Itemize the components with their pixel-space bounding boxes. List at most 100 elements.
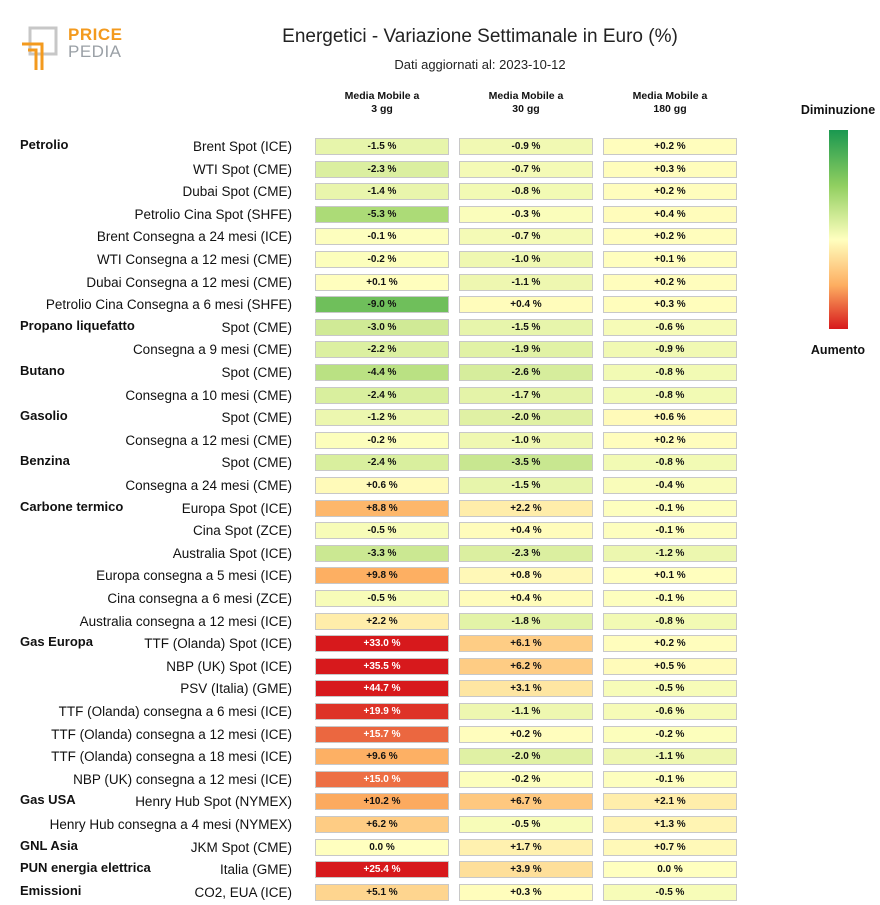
- heatmap-cell: -0.1 %: [603, 522, 737, 540]
- chart-title: Energetici - Variazione Settimanale in E…: [282, 26, 678, 47]
- group-label: Propano liquefatto: [20, 317, 135, 333]
- heatmap-cell: -2.3 %: [459, 544, 593, 562]
- heatmap-cell: -0.7 %: [459, 228, 593, 246]
- group-label: Petrolio: [20, 137, 69, 152]
- row-label: Spot (CME): [221, 410, 292, 426]
- row-label: PSV (Italia) (GME): [180, 681, 292, 697]
- heatmap-cell: +0.2 %: [603, 228, 737, 246]
- heatmap-cell: +0.3 %: [603, 160, 737, 178]
- row-label: Cina consegna a 6 mesi (ZCE): [107, 591, 292, 606]
- heatmap-cell: -0.8 %: [459, 183, 593, 201]
- heatmap-cell: -3.3 %: [315, 544, 449, 562]
- group-label: Gas USA: [20, 792, 76, 808]
- heatmap-cell: +0.4 %: [603, 205, 737, 223]
- heatmap-cell: -0.8 %: [603, 612, 737, 630]
- row-label: Spot (CME): [221, 455, 292, 471]
- heatmap-cell: -4.4 %: [315, 364, 449, 381]
- heatmap-cell: +6.7 %: [459, 793, 593, 811]
- heatmap-cell: +0.6 %: [315, 477, 449, 494]
- row-label: Henry Hub consegna a 4 mesi (NYMEX): [49, 817, 292, 832]
- heatmap-cell: -1.4 %: [315, 183, 449, 201]
- heatmap-cell: -0.1 %: [603, 590, 737, 607]
- heatmap-cell: -1.5 %: [459, 477, 593, 494]
- heatmap-cell: +0.2 %: [603, 431, 737, 449]
- heatmap-cell: -0.8 %: [603, 386, 737, 404]
- heatmap-cell: +2.1 %: [603, 793, 737, 811]
- heatmap-cell: +2.2 %: [459, 499, 593, 517]
- heatmap-cell: +15.7 %: [315, 725, 449, 743]
- heatmap-cell: -2.6 %: [459, 364, 593, 381]
- heatmap-cell: -0.5 %: [315, 590, 449, 607]
- heatmap-cell: 0.0 %: [315, 838, 449, 856]
- heatmap-cell: -0.8 %: [603, 454, 737, 472]
- heatmap-cell: +0.1 %: [603, 251, 737, 268]
- group-label: Gas Europa: [20, 634, 93, 650]
- heatmap-cell: -0.5 %: [603, 883, 737, 901]
- row-label: NBP (UK) consegna a 12 mesi (ICE): [73, 771, 292, 787]
- heatmap-cell: -1.1 %: [603, 748, 737, 766]
- heatmap-cell: -2.3 %: [315, 160, 449, 178]
- heatmap-cell: +0.4 %: [459, 296, 593, 314]
- heatmap-cell: +0.6 %: [603, 409, 737, 427]
- row-label: TTF (Olanda) consegna a 12 mesi (ICE): [51, 726, 292, 742]
- heatmap-cell: +33.0 %: [315, 635, 449, 653]
- row-label: Consegna a 24 mesi (CME): [125, 478, 292, 493]
- heatmap-cell: +1.7 %: [459, 838, 593, 856]
- heatmap-cell: -1.5 %: [459, 318, 593, 336]
- row-label: Consegna a 10 mesi (CME): [125, 387, 292, 403]
- chart-subtitle: Dati aggiornati al: 2023-10-12: [394, 57, 566, 72]
- heatmap-cell: +5.1 %: [315, 883, 449, 901]
- heatmap-cell: +8.8 %: [315, 499, 449, 517]
- row-label: Brent Consegna a 24 mesi (ICE): [96, 229, 292, 245]
- column-header-3: Media Mobile a 180 gg: [632, 90, 708, 115]
- heatmap-cell: -0.8 %: [603, 364, 737, 381]
- heatmap-cell: +19.9 %: [315, 703, 449, 720]
- heatmap-cell: -0.7 %: [459, 160, 593, 178]
- row-label: Europa Spot (ICE): [181, 500, 292, 516]
- heatmap-cell: +9.6 %: [315, 748, 449, 766]
- group-label: PUN energia elettrica: [20, 860, 151, 876]
- heatmap-cell: +35.5 %: [315, 657, 449, 675]
- row-label: Europa consegna a 5 mesi (ICE): [96, 568, 292, 584]
- group-label: Butano: [20, 363, 65, 378]
- heatmap-cell: -0.2 %: [315, 431, 449, 449]
- heatmap-cell: -0.2 %: [603, 725, 737, 743]
- heatmap-cell: +9.8 %: [315, 567, 449, 585]
- heatmap-cell: -0.5 %: [603, 680, 737, 698]
- heatmap-cell: +0.3 %: [459, 883, 593, 901]
- legend-bottom-label: Aumento: [810, 343, 866, 357]
- heatmap-cell: -5.3 %: [315, 205, 449, 223]
- heatmap-cell: -0.2 %: [315, 251, 449, 268]
- heatmap-cell: +0.2 %: [603, 273, 737, 291]
- heatmap-cell: -1.0 %: [459, 251, 593, 268]
- heatmap-cell: -1.2 %: [603, 544, 737, 562]
- group-label: Gasolio: [20, 408, 68, 424]
- heatmap-cell: -2.0 %: [459, 748, 593, 766]
- heatmap-cell: +3.1 %: [459, 680, 593, 698]
- heatmap-cell: -3.5 %: [459, 454, 593, 472]
- group-label: GNL Asia: [20, 837, 78, 853]
- logo-wordmark: PRICE PEDIA: [68, 26, 122, 60]
- group-label: Benzina: [20, 453, 70, 469]
- heatmap-cell: +3.9 %: [459, 861, 593, 879]
- row-label: Henry Hub Spot (NYMEX): [135, 794, 292, 810]
- heatmap-cell: +0.2 %: [603, 635, 737, 653]
- heatmap-cell: -0.1 %: [603, 770, 737, 788]
- heatmap-cell: +0.1 %: [315, 273, 449, 291]
- heatmap-cell: -0.6 %: [603, 703, 737, 720]
- heatmap-cell: +15.0 %: [315, 770, 449, 788]
- heatmap-cell: -1.1 %: [459, 273, 593, 291]
- heatmap-cell: +6.2 %: [459, 657, 593, 675]
- heatmap-cell: -0.1 %: [315, 228, 449, 246]
- row-label: Petrolio Cina Consegna a 6 mesi (SHFE): [45, 297, 292, 313]
- heatmap-cell: +0.2 %: [603, 138, 737, 155]
- heatmap-cell: -1.9 %: [459, 341, 593, 359]
- heatmap-cell: +0.3 %: [603, 296, 737, 314]
- heatmap-cell: +0.2 %: [459, 725, 593, 743]
- heatmap-cell: +0.2 %: [603, 183, 737, 201]
- heatmap-cell: -0.1 %: [603, 499, 737, 517]
- group-label: Emissioni: [20, 882, 82, 898]
- logo-word-pedia: PEDIA: [68, 42, 122, 61]
- heatmap-cell: 0.0 %: [603, 861, 737, 879]
